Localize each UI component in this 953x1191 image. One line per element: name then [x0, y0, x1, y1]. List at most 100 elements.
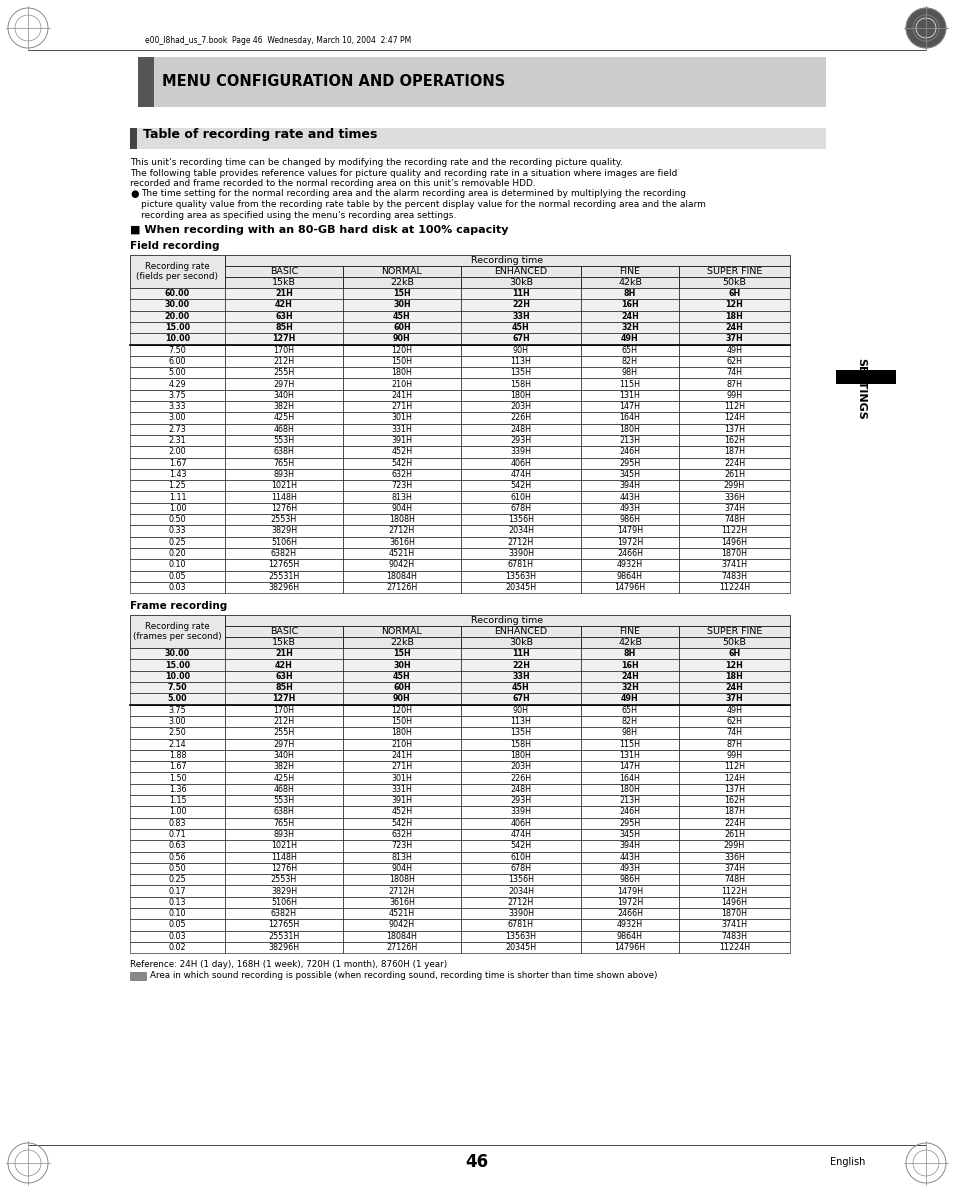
Text: 1148H: 1148H — [271, 853, 296, 861]
Text: 74H: 74H — [726, 729, 741, 737]
Bar — [343, 942, 460, 953]
Bar — [225, 344, 343, 356]
Bar — [580, 435, 679, 447]
Circle shape — [905, 8, 945, 48]
Bar — [580, 548, 679, 560]
Bar — [679, 784, 789, 796]
Bar — [343, 728, 460, 738]
Text: 1496H: 1496H — [720, 898, 747, 906]
Text: 13563H: 13563H — [505, 572, 536, 581]
Text: 4521H: 4521H — [389, 909, 415, 918]
Text: 115H: 115H — [618, 740, 639, 749]
Bar — [225, 761, 343, 773]
Bar — [580, 626, 679, 637]
Text: 632H: 632H — [391, 830, 412, 838]
Text: ENHANCED: ENHANCED — [494, 267, 547, 276]
Text: 164H: 164H — [618, 413, 639, 423]
Bar — [679, 806, 789, 817]
Text: 67H: 67H — [512, 694, 529, 704]
Bar — [130, 885, 225, 897]
Bar — [225, 537, 343, 548]
Text: 2712H: 2712H — [389, 886, 415, 896]
Text: 406H: 406H — [510, 818, 531, 828]
Bar — [225, 908, 343, 919]
Text: 49H: 49H — [620, 694, 639, 704]
Bar — [580, 660, 679, 671]
Bar — [225, 412, 343, 424]
Bar — [343, 738, 460, 750]
Bar — [225, 255, 789, 266]
Bar — [460, 525, 580, 537]
Bar — [343, 817, 460, 829]
Text: 301H: 301H — [391, 773, 412, 782]
Text: 331H: 331H — [391, 425, 412, 434]
Text: 1276H: 1276H — [271, 863, 296, 873]
Text: 0.33: 0.33 — [169, 526, 186, 536]
Bar — [679, 581, 789, 593]
Text: 2553H: 2553H — [271, 875, 296, 884]
Text: 180H: 180H — [618, 785, 639, 794]
Text: 27126H: 27126H — [386, 943, 417, 952]
Text: 297H: 297H — [274, 380, 294, 388]
Text: 170H: 170H — [274, 345, 294, 355]
Text: 0.63: 0.63 — [169, 841, 186, 850]
Bar — [130, 919, 225, 930]
Text: picture quality value from the recording rate table by the percent display value: picture quality value from the recording… — [141, 200, 705, 208]
Text: 162H: 162H — [723, 436, 744, 445]
Bar — [225, 885, 343, 897]
Text: 180H: 180H — [510, 391, 531, 400]
Bar — [679, 885, 789, 897]
Text: 98H: 98H — [621, 368, 638, 378]
Text: 1.00: 1.00 — [169, 807, 186, 817]
Bar — [130, 806, 225, 817]
Bar — [130, 874, 225, 885]
Bar — [679, 626, 789, 637]
Bar — [225, 942, 343, 953]
Text: 0.05: 0.05 — [169, 572, 186, 581]
Bar — [225, 626, 343, 637]
Text: 90H: 90H — [393, 335, 411, 343]
Bar — [679, 266, 789, 278]
Bar — [460, 840, 580, 852]
Bar — [343, 930, 460, 942]
Bar — [130, 716, 225, 728]
Bar — [225, 379, 343, 389]
Text: 38296H: 38296H — [268, 943, 299, 952]
Text: 63H: 63H — [274, 672, 293, 681]
Bar — [460, 806, 580, 817]
Text: 15H: 15H — [393, 289, 411, 298]
Bar — [679, 671, 789, 682]
Text: 22H: 22H — [512, 661, 530, 669]
Bar — [343, 412, 460, 424]
Text: 5106H: 5106H — [271, 898, 296, 906]
Bar — [679, 288, 789, 299]
Bar — [130, 356, 225, 367]
Bar — [460, 716, 580, 728]
Text: 271H: 271H — [391, 403, 412, 411]
Bar — [460, 503, 580, 515]
Text: 1.36: 1.36 — [169, 785, 186, 794]
Bar — [343, 885, 460, 897]
Bar — [460, 447, 580, 457]
Bar — [225, 367, 343, 379]
Text: 158H: 158H — [510, 380, 531, 388]
Text: 425H: 425H — [274, 413, 294, 423]
Text: 1870H: 1870H — [720, 909, 747, 918]
Text: Reference: 24H (1 day), 168H (1 week), 720H (1 month), 8760H (1 year): Reference: 24H (1 day), 168H (1 week), 7… — [130, 960, 447, 969]
Text: 443H: 443H — [618, 853, 639, 861]
Text: 0.13: 0.13 — [169, 898, 186, 906]
Bar — [580, 379, 679, 389]
Bar — [460, 480, 580, 492]
Bar — [580, 942, 679, 953]
Text: 22kB: 22kB — [390, 638, 414, 647]
Bar — [679, 480, 789, 492]
Text: 1356H: 1356H — [507, 516, 534, 524]
Text: ●: ● — [130, 189, 138, 200]
Text: Recording rate
(fields per second): Recording rate (fields per second) — [136, 262, 218, 281]
Bar — [225, 897, 343, 908]
Text: 610H: 610H — [510, 853, 531, 861]
Text: 224H: 224H — [723, 818, 744, 828]
Text: 542H: 542H — [510, 841, 531, 850]
Bar — [460, 570, 580, 581]
Bar — [580, 671, 679, 682]
